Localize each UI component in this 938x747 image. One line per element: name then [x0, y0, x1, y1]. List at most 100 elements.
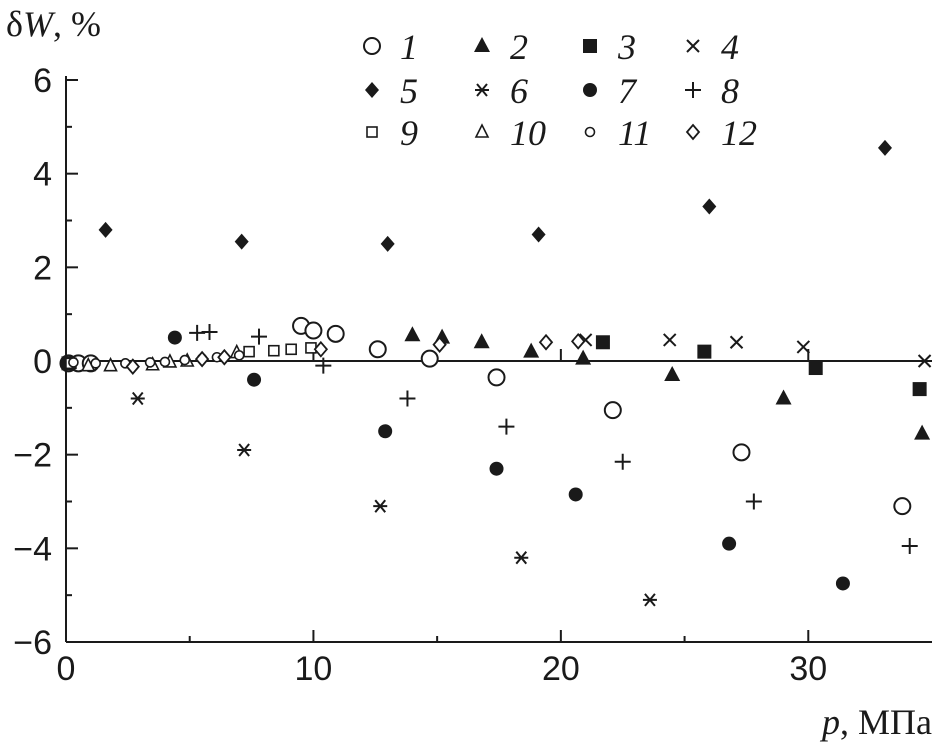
legend-marker-3 — [583, 39, 597, 53]
y-axis-title: δW, % — [6, 4, 101, 44]
series-11 — [68, 350, 245, 369]
data-point-series-1 — [732, 443, 751, 462]
data-point-series-11 — [159, 356, 171, 368]
data-marks — [59, 139, 932, 607]
data-point-series-4 — [796, 340, 811, 354]
legend-label-6: 6 — [510, 71, 528, 111]
data-point-series-5 — [702, 198, 717, 215]
data-point-series-11 — [179, 354, 191, 366]
legend-item-1: 1 — [363, 27, 418, 67]
data-point-series-6 — [514, 551, 529, 565]
data-point-series-9 — [285, 343, 297, 356]
data-point-series-8 — [399, 390, 416, 407]
y-tick-label: 4 — [33, 156, 52, 194]
legend-marker-2 — [474, 37, 490, 52]
series-12 — [125, 332, 586, 376]
data-point-series-2 — [404, 326, 421, 342]
data-point-series-9 — [243, 345, 255, 358]
series-2 — [404, 326, 931, 440]
legend-item-2: 2 — [474, 27, 528, 67]
data-point-series-5 — [531, 226, 546, 243]
legend-label-10: 10 — [510, 113, 546, 153]
x-tick-label: 0 — [57, 650, 76, 688]
x-axis-unit: , МПа — [840, 702, 932, 742]
data-point-series-8 — [614, 453, 631, 470]
legend-label-9: 9 — [400, 113, 418, 153]
data-point-series-1 — [326, 324, 345, 343]
legend: 1 2 3 45 6 7 89 10 11 12 — [363, 27, 757, 153]
legend-label-1: 1 — [400, 27, 418, 67]
y-tick-label: −4 — [13, 530, 52, 568]
data-point-series-8 — [498, 418, 515, 435]
data-point-series-12 — [432, 336, 447, 353]
legend-marker-5 — [365, 82, 379, 98]
data-point-series-11 — [68, 357, 79, 368]
series-6 — [130, 391, 657, 607]
x-axis-title: p, МПа — [819, 702, 932, 742]
data-point-series-12 — [217, 348, 232, 366]
data-point-series-9 — [305, 342, 317, 354]
series-8 — [189, 323, 918, 554]
data-point-series-1 — [487, 368, 506, 387]
data-point-series-8 — [901, 537, 918, 554]
data-point-series-8 — [201, 323, 218, 340]
legend-marker-9 — [366, 126, 378, 138]
data-point-series-12 — [570, 332, 586, 350]
y-tick-label: 6 — [33, 62, 52, 100]
data-point-series-2 — [575, 349, 592, 365]
data-point-series-8 — [315, 357, 332, 374]
data-point-series-1 — [420, 349, 439, 368]
data-point-series-4 — [917, 354, 932, 368]
legend-item-10: 10 — [474, 113, 546, 153]
data-point-series-8 — [250, 328, 267, 345]
data-point-series-7 — [378, 424, 393, 439]
data-point-series-3 — [808, 361, 823, 376]
data-point-series-7 — [835, 576, 850, 591]
data-point-series-2 — [523, 342, 540, 358]
y-tick-label: 2 — [33, 249, 52, 287]
data-point-series-7 — [722, 536, 737, 551]
data-point-series-1 — [304, 321, 323, 340]
data-point-series-7 — [247, 372, 262, 387]
axes: 0 10 20 30 −6 −4 −2 0 2 4 6 — [13, 62, 932, 688]
legend-item-4: 4 — [686, 27, 739, 67]
data-point-series-6 — [642, 593, 657, 607]
legend-item-8: 8 — [685, 71, 739, 111]
legend-label-12: 12 — [721, 113, 757, 153]
data-point-series-11 — [233, 350, 245, 361]
data-point-series-3 — [912, 382, 927, 397]
data-point-series-12 — [313, 340, 329, 358]
legend-marker-11 — [584, 126, 596, 138]
data-point-series-7 — [568, 487, 583, 502]
data-point-series-1 — [603, 401, 622, 420]
data-point-series-7 — [489, 461, 504, 476]
y-axis-unit: , % — [53, 4, 101, 44]
legend-label-3: 3 — [617, 27, 636, 67]
legend-label-11: 11 — [618, 113, 651, 153]
data-point-series-10 — [103, 356, 118, 372]
data-point-series-6 — [237, 443, 252, 457]
y-tick-label: −6 — [13, 624, 52, 662]
legend-label-4: 4 — [721, 27, 739, 67]
legend-marker-10 — [474, 123, 490, 138]
legend-item-7: 7 — [583, 71, 638, 111]
y-tick-label: 0 — [33, 343, 52, 381]
data-point-series-7 — [167, 330, 182, 345]
data-point-series-2 — [914, 424, 931, 440]
data-point-series-2 — [473, 333, 490, 349]
data-point-series-12 — [538, 333, 554, 351]
data-point-series-12 — [125, 358, 140, 376]
data-point-series-2 — [775, 389, 792, 405]
x-tick-label: 30 — [789, 650, 827, 688]
legend-item-3: 3 — [583, 27, 636, 67]
data-point-series-11 — [144, 357, 156, 368]
legend-marker-12 — [685, 123, 701, 141]
data-point-series-9 — [268, 344, 280, 357]
legend-marker-1 — [363, 37, 381, 55]
x-tick-label: 20 — [542, 650, 580, 688]
data-point-series-4 — [663, 333, 677, 347]
data-point-series-6 — [130, 391, 145, 406]
data-point-series-2 — [664, 366, 681, 382]
data-point-series-5 — [98, 221, 113, 238]
data-point-series-11 — [90, 358, 101, 369]
